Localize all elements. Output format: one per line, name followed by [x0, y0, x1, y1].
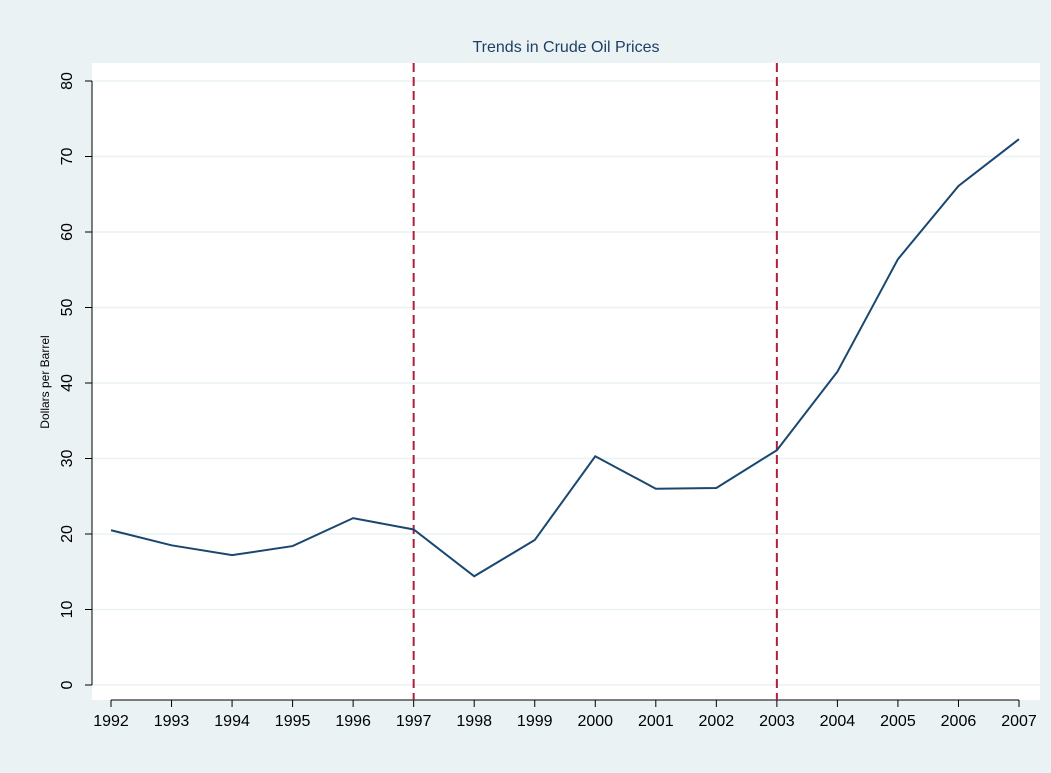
x-tick-label: 2002 [699, 713, 735, 730]
x-tick-label: 2003 [759, 713, 795, 730]
x-tick-label: 2000 [577, 713, 613, 730]
y-tick-label: 40 [59, 374, 76, 392]
x-tick-label: 2007 [1001, 713, 1037, 730]
y-tick-label: 30 [59, 450, 76, 468]
data-line [110, 138, 1020, 578]
x-tick-label: 1998 [456, 713, 492, 730]
x-tick-label: 1992 [93, 713, 129, 730]
y-tick-label: 70 [59, 148, 76, 166]
x-tick-label: 1996 [335, 713, 371, 730]
x-tick-label: 1997 [396, 713, 432, 730]
y-tick-label: 0 [59, 680, 76, 689]
x-tick-label: 1999 [517, 713, 553, 730]
y-tick-label: 60 [59, 223, 76, 241]
x-tick-label: 2006 [941, 713, 977, 730]
x-tick-label: 1994 [214, 713, 250, 730]
y-tick-label: 10 [59, 601, 76, 619]
x-tick-label: 2001 [638, 713, 674, 730]
y-tick-label: 20 [59, 525, 76, 543]
x-tick-label: 1993 [154, 713, 190, 730]
y-tick-label: 50 [59, 299, 76, 317]
chart-title: Trends in Crude Oil Prices [472, 39, 659, 56]
plot-area [92, 63, 1040, 700]
y-axis-label: Dollars per Barrel [38, 335, 52, 428]
x-tick-label: 1995 [275, 713, 311, 730]
x-tick-label: 2005 [880, 713, 916, 730]
y-tick-label: 80 [59, 72, 76, 90]
x-tick-label: 2004 [820, 713, 856, 730]
